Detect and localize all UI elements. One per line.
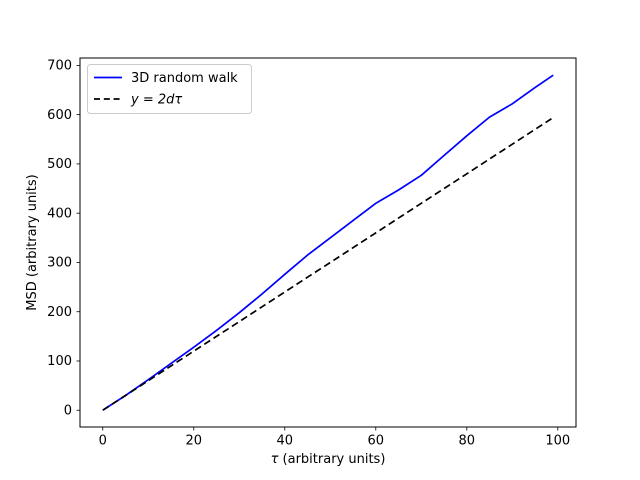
series-line-3d-random-walk [102, 74, 554, 411]
legend: 3D random walk y = 2dτ [87, 64, 252, 114]
x-tick-label: 60 [368, 434, 385, 449]
y-tick-label: 500 [47, 157, 72, 172]
series-lines [102, 74, 554, 411]
x-tick-label: 40 [276, 434, 293, 449]
x-tick-label: 100 [545, 434, 570, 449]
plot-area [79, 57, 577, 428]
x-tick-label: 20 [185, 434, 202, 449]
x-axis-label-tau: τ [271, 452, 279, 467]
y-axis-label: MSD (arbitrary units) [25, 174, 40, 310]
legend-box [87, 64, 252, 114]
y-tick-label: 300 [47, 256, 72, 271]
legend-entries: 3D random walk y = 2dτ [94, 71, 238, 108]
y-tick-label: 200 [47, 305, 72, 320]
x-tick-label: 80 [459, 434, 476, 449]
y-tick-label: 100 [47, 354, 72, 369]
x-axis-label-units: (arbitrary units) [283, 452, 386, 467]
y-tick-label: 0 [64, 403, 72, 418]
y-tick-label: 400 [47, 206, 72, 221]
axis-ticks: 0 20 40 60 80 100 0 100 200 300 400 500 600 700 [47, 59, 570, 449]
y-tick-label: 700 [47, 59, 72, 74]
legend-label: y = 2dτ [130, 93, 182, 108]
x-tick-label: 0 [99, 434, 107, 449]
legend-label: 3D random walk [131, 71, 238, 86]
series-line-y-2d [102, 116, 554, 411]
y-tick-label: 600 [47, 108, 72, 123]
x-axis-label: τ (arbitrary units) [271, 452, 386, 467]
